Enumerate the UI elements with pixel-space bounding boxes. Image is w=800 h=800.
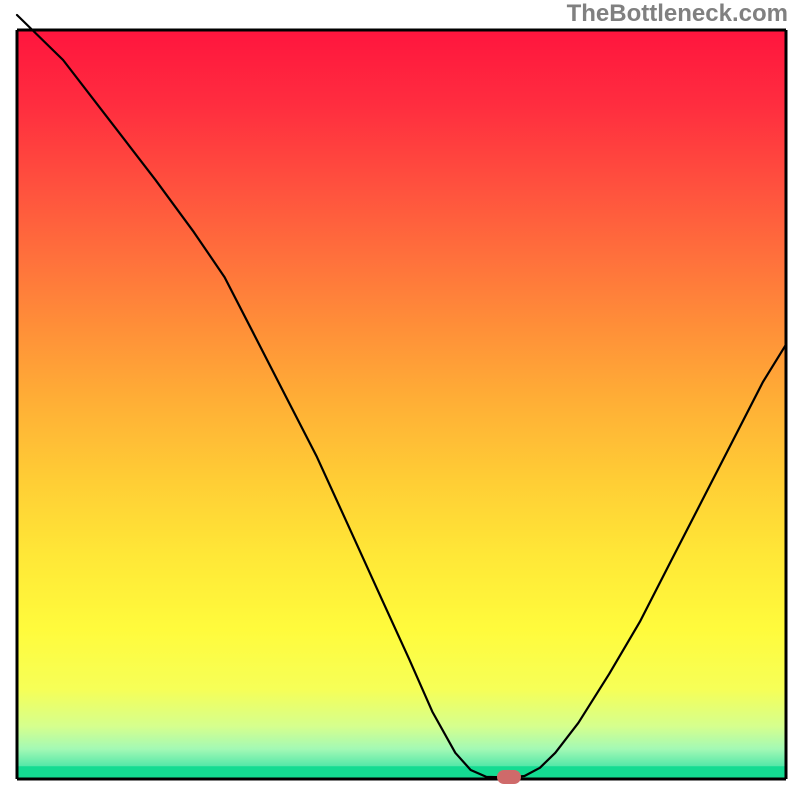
bottleneck-chart <box>0 0 800 800</box>
plot-background <box>17 30 786 779</box>
optimal-marker <box>497 770 521 784</box>
watermark-text: TheBottleneck.com <box>567 0 788 28</box>
green-band <box>17 766 786 779</box>
chart-container: TheBottleneck.com <box>0 0 800 800</box>
